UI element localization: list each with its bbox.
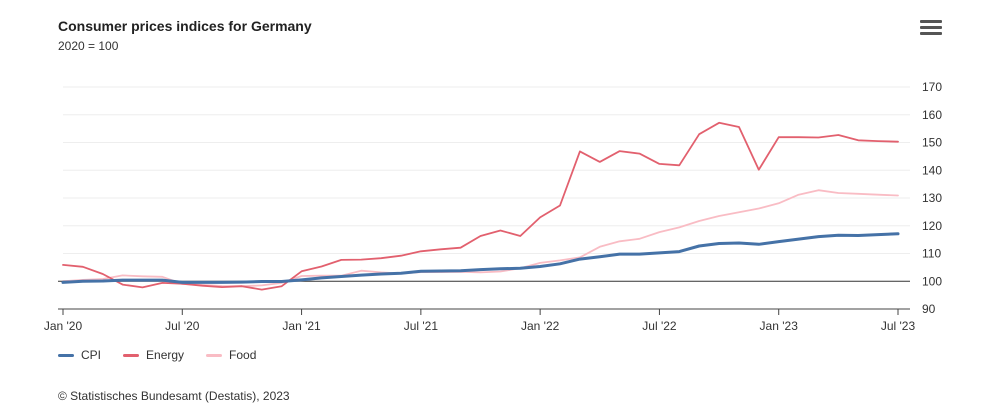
y-tick-label-150: 150: [922, 136, 942, 150]
x-tick-label-2: Jan '21: [282, 319, 321, 333]
legend-item-food[interactable]: Food: [206, 348, 256, 362]
y-tick-label-130: 130: [922, 191, 942, 205]
legend-swatch-food: [206, 353, 223, 357]
y-tick-label-90: 90: [922, 302, 936, 316]
y-tick-label-160: 160: [922, 108, 942, 122]
y-tick-label-110: 110: [922, 247, 941, 261]
legend-label-food: Food: [229, 348, 257, 362]
legend-item-cpi[interactable]: CPI: [58, 348, 101, 362]
legend-swatch-cpi: [58, 353, 74, 357]
y-tick-label-170: 170: [922, 80, 942, 94]
chart-legend: CPI Energy Food: [58, 348, 256, 362]
legend-label-cpi: CPI: [81, 348, 102, 362]
credits-text[interactable]: © Statistisches Bundesamt (Destatis), 20…: [58, 389, 290, 403]
series-line-energy: [62, 121, 899, 291]
legend-swatch-energy: [123, 353, 140, 357]
x-tick-label-3: Jul '21: [404, 319, 439, 333]
x-tick-label-6: Jan '23: [760, 319, 799, 333]
chart-subtitle: 2020 = 100: [58, 39, 119, 53]
legend-label-energy: Energy: [146, 348, 185, 362]
chart-title: Consumer prices indices for Germany: [58, 18, 312, 34]
x-tick-label-4: Jan '22: [521, 319, 560, 333]
y-tick-label-120: 120: [922, 219, 942, 233]
x-tick-label-5: Jul '22: [642, 319, 677, 333]
y-tick-label-100: 100: [922, 274, 942, 288]
hamburger-menu-icon[interactable]: [920, 20, 942, 38]
series-line-cpi: [61, 232, 900, 284]
y-tick-label-140: 140: [922, 163, 942, 177]
legend-item-energy[interactable]: Energy: [123, 348, 184, 362]
series-line-food: [62, 189, 899, 288]
x-tick-label-1: Jul '20: [165, 319, 200, 333]
x-tick-label-0: Jan '20: [44, 319, 83, 333]
x-tick-label-7: Jul '23: [881, 319, 916, 333]
